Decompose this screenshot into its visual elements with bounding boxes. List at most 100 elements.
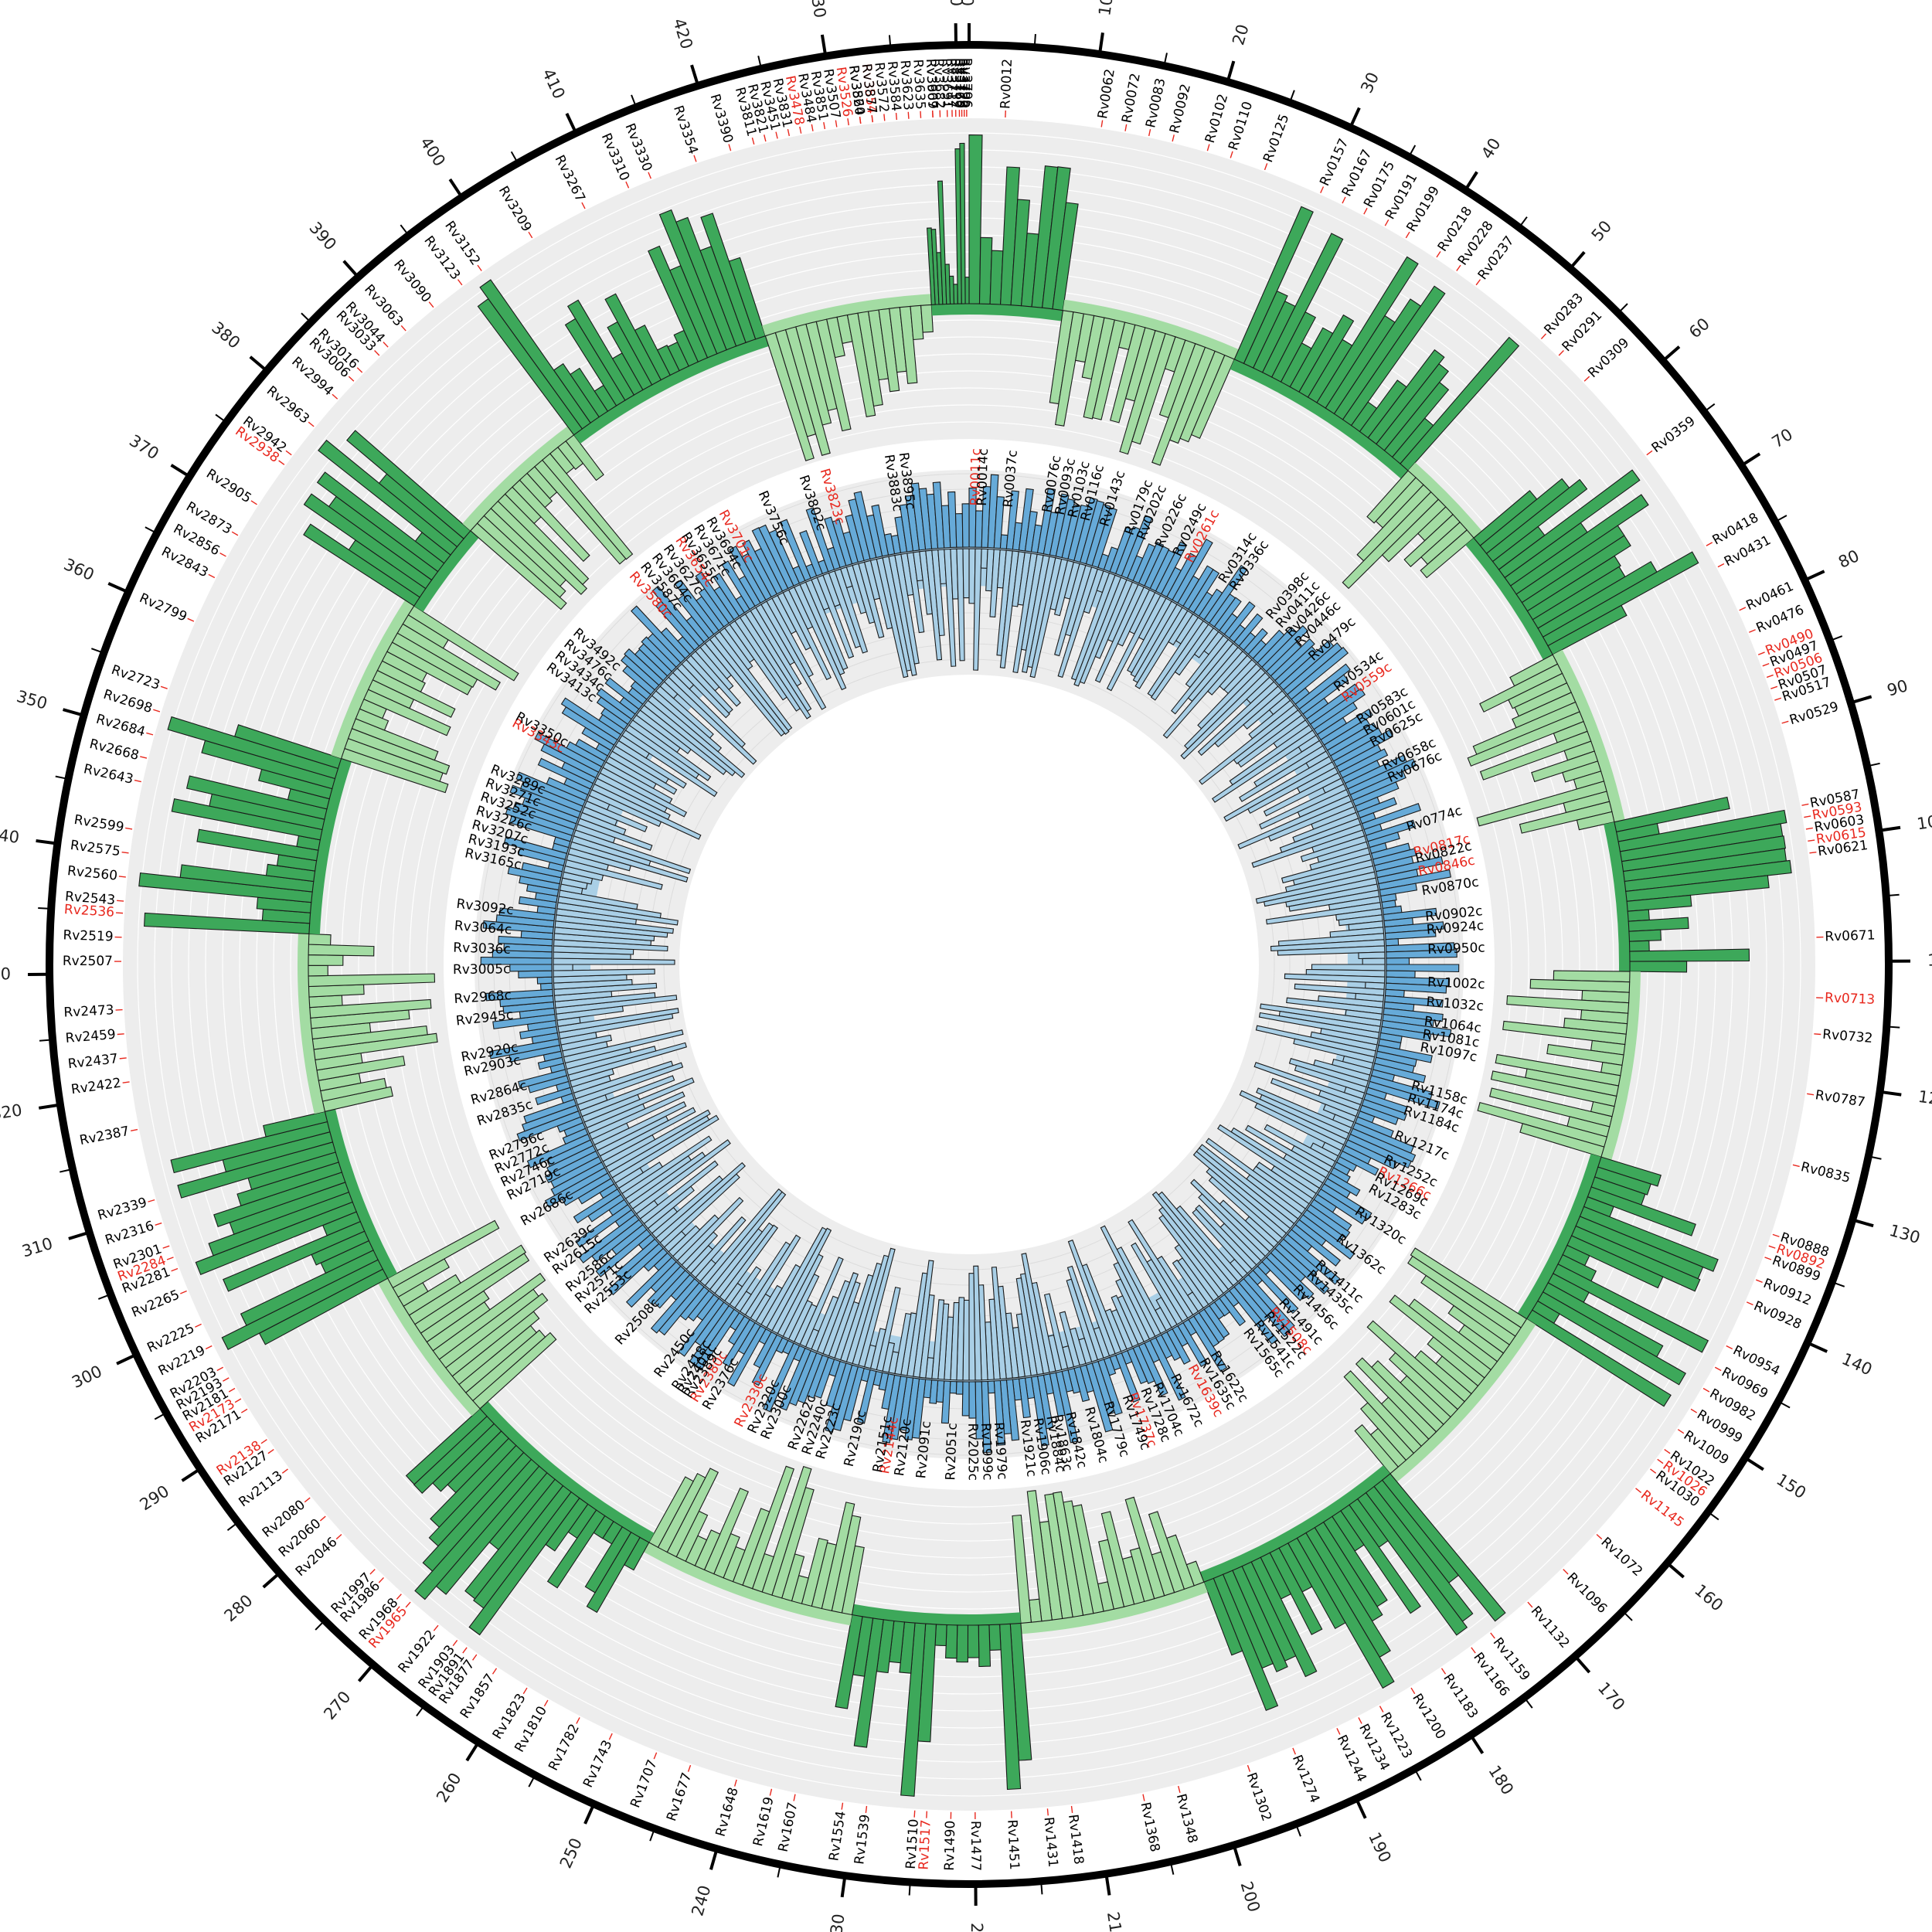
outer-bar-up <box>853 1617 884 1748</box>
inner-bar-outer <box>604 677 644 710</box>
outer-bar-up <box>234 724 342 770</box>
ideogram-tick-label: 40 <box>1478 134 1505 162</box>
ideogram-tick <box>1355 1800 1367 1819</box>
inner-bar-outer <box>856 1369 877 1424</box>
inner-bar-outer <box>910 482 927 551</box>
inner-bar-outer <box>1097 1359 1123 1416</box>
inner-bar-outer <box>1127 1347 1148 1385</box>
outer-bar-up <box>213 1172 346 1228</box>
inner-bar-outer <box>1385 982 1447 994</box>
outer-gene-label-tick <box>728 144 732 151</box>
inner-bar-outer <box>1365 819 1416 842</box>
ideogram-tick-label: 110 <box>1927 951 1932 969</box>
ideogram-tick <box>154 1413 165 1420</box>
ideogram-tick <box>1808 1342 1828 1353</box>
inner-bar-outer <box>1172 538 1213 604</box>
outer-gene-label: Rv1648 <box>713 1786 742 1838</box>
ideogram-tick-label: 10 <box>1095 0 1117 17</box>
inner-bar-outer <box>1261 624 1309 672</box>
top-gene-label-tick <box>823 122 826 130</box>
ideogram-tick <box>690 64 699 84</box>
outer-gene-label-tick <box>1558 350 1564 356</box>
ideogram-tick <box>181 1468 199 1482</box>
outer-bar-up <box>303 493 433 590</box>
inner-bar-outer <box>1384 995 1444 1008</box>
outer-gene-label: Rv2684 <box>94 712 147 740</box>
inner-bar-inner <box>1362 957 1386 965</box>
outer-gene-label: Rv1707 <box>628 1757 661 1810</box>
outer-gene-label-tick <box>348 376 355 382</box>
inner-bar-outer <box>904 1377 920 1440</box>
inner-bar-outer <box>537 757 594 790</box>
inner-bar-outer <box>1372 848 1417 866</box>
inner-bar-outer <box>694 1308 740 1371</box>
inner-bar-outer <box>721 560 756 611</box>
outer-bar-up <box>1000 166 1020 306</box>
outer-bar-up <box>428 1444 525 1547</box>
outer-gene-label-tick <box>1770 685 1778 689</box>
outer-gene-label: Rv1183 <box>1440 1671 1481 1721</box>
inner-bar-outer <box>505 806 575 836</box>
inner-bar-inner <box>1358 951 1386 960</box>
ideogram-tick <box>528 1777 535 1787</box>
inner-bar-outer <box>993 496 1005 549</box>
outer-bar-up <box>346 430 471 539</box>
outer-gene-label: Rv3792 <box>956 58 971 108</box>
inner-bar-outer <box>1018 1377 1031 1419</box>
outer-gene-label: Rv3354 <box>670 104 701 156</box>
outer-gene-label-tick <box>285 450 292 456</box>
outer-bar-up <box>728 257 767 340</box>
ideogram-tick <box>1415 1770 1422 1781</box>
outer-gene-label-tick <box>1809 851 1817 854</box>
outer-gene-label: Rv2437 <box>67 1051 119 1072</box>
inner-bar-outer <box>1298 674 1349 715</box>
ideogram-tick-label: 310 <box>20 1234 55 1261</box>
outer-gene-label-tick <box>1717 563 1725 568</box>
ideogram-tick <box>342 260 358 277</box>
inner-bar-outer <box>1121 515 1153 580</box>
outer-gene-label-tick <box>1690 1408 1698 1413</box>
inner-bar-outer <box>753 1331 778 1369</box>
ideogram-tick <box>1663 345 1681 361</box>
inner-bar-outer <box>1381 1019 1452 1038</box>
inner-bar-outer <box>853 491 877 560</box>
inner-bar-outer <box>1384 921 1444 934</box>
outer-gene-label-tick <box>180 1290 187 1294</box>
outer-gene-label-tick <box>452 1640 458 1647</box>
outer-gene-label-tick <box>234 1398 242 1403</box>
inner-bar-outer <box>1320 1183 1372 1220</box>
ideogram-tick-label: 180 <box>1485 1762 1517 1798</box>
outer-gene-label-tick <box>1540 333 1546 340</box>
outer-gene-label-tick <box>205 1345 213 1350</box>
outer-bar-up <box>1376 363 1449 451</box>
outer-gene-label-tick <box>693 155 697 162</box>
outer-bar-up <box>934 1624 947 1647</box>
outer-gene-label-highlight: Rv2536 <box>63 902 114 920</box>
ideogram-tick-label: 330 <box>0 964 11 983</box>
inner-bar-outer <box>1338 748 1389 779</box>
inner-bar-outer <box>1380 1026 1432 1042</box>
outer-gene-label-tick <box>1436 251 1441 258</box>
inner-bar-outer <box>526 1133 591 1168</box>
outer-gene-label-tick <box>811 124 814 131</box>
inner-bar-outer <box>1306 1204 1351 1239</box>
inner-gene-label: Rv0950c <box>1427 940 1485 957</box>
outer-bar-up <box>414 1458 540 1600</box>
outer-gene-label-tick <box>1336 1728 1341 1735</box>
ideogram-tick <box>709 1850 718 1870</box>
outer-bar-up <box>1041 166 1071 310</box>
ideogram-tick <box>301 312 310 321</box>
outer-bar-up <box>1232 1565 1288 1672</box>
top-gene-label: Rv3909 <box>923 58 940 109</box>
inner-bar-inner <box>553 964 573 971</box>
outer-baseline-segment <box>471 1401 655 1553</box>
ideogram-tick-label: 380 <box>208 318 243 352</box>
ideogram-tick <box>145 526 155 533</box>
inner-bar-outer <box>560 697 622 741</box>
ideogram-tick <box>1619 303 1628 312</box>
ideogram-tick <box>1098 32 1104 53</box>
outer-bar-up <box>1628 940 1650 952</box>
inner-bar-outer <box>495 914 555 928</box>
ideogram-tick <box>583 1805 595 1825</box>
outer-gene-label-tick <box>1206 144 1210 151</box>
